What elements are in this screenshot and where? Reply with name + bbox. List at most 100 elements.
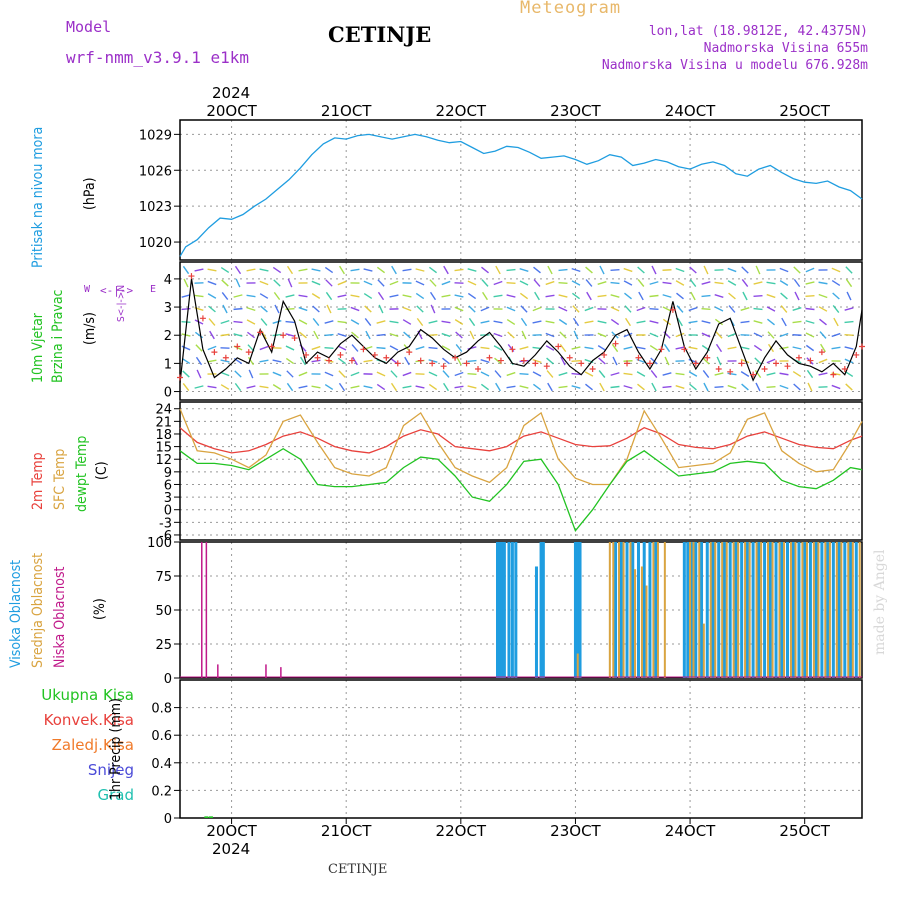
wind-gust-mark: [211, 349, 218, 356]
cloud-high-bar: [498, 542, 502, 678]
wind-barb: [766, 306, 776, 312]
wind-gust-mark: [773, 360, 780, 367]
wind-barb: [313, 330, 319, 340]
y-tick-label: 6: [164, 478, 172, 493]
wind-barb: [755, 265, 761, 275]
wind-barb: [753, 294, 763, 298]
wind-barb: [766, 281, 776, 285]
wind-barb: [519, 292, 529, 300]
wind-gust-mark: [635, 354, 642, 361]
wind-barb: [753, 320, 763, 324]
wind-barb: [506, 294, 516, 298]
wind-barb: [649, 332, 659, 338]
wind-barb: [482, 291, 488, 301]
cloud-high-bar: [507, 542, 511, 678]
cloud-mid-bar: [689, 542, 692, 678]
cloud-high-bar: [717, 542, 721, 678]
cloud-high-bar: [631, 542, 635, 678]
y-tick-label: 0: [164, 504, 172, 519]
wind-barb: [690, 291, 696, 301]
cloud-low-bar: [280, 667, 282, 678]
panel-frame-precip: [179, 679, 863, 819]
wind-gust-mark: [245, 349, 252, 356]
wind-gust-mark: [280, 332, 287, 339]
wind-barb: [754, 369, 762, 379]
wind-barb: [532, 358, 542, 364]
wind-barb: [688, 371, 698, 377]
wind-barb: [207, 345, 217, 351]
wind-barb: [209, 330, 215, 340]
page-title: CETINJE: [328, 22, 432, 47]
wind-barb: [599, 382, 605, 392]
wind-barb: [806, 369, 814, 379]
cloud-mid-bar: [640, 566, 643, 678]
wind-barb: [428, 333, 438, 337]
wind-barb: [311, 359, 321, 363]
wind-barb: [781, 317, 787, 327]
wind-barb: [754, 357, 762, 365]
wind-barb: [207, 268, 217, 272]
wind-barb: [558, 281, 568, 285]
temp-dewpt-line: [179, 447, 863, 532]
wind-barb: [637, 279, 645, 287]
wind-barb: [247, 356, 255, 366]
wind-barb: [377, 279, 385, 287]
wind-barb: [454, 294, 464, 298]
wind-barb: [831, 280, 841, 286]
wind-barb: [779, 332, 789, 338]
wind-barb: [389, 294, 399, 298]
wind-barb: [248, 369, 254, 379]
wind-barb: [844, 346, 854, 350]
wind-barb: [312, 318, 320, 326]
cloud-high-bar: [808, 542, 812, 678]
cloud-high-bar: [694, 542, 698, 678]
wind-barb: [467, 280, 477, 286]
wind-barb: [208, 305, 216, 313]
wind-barb: [714, 281, 724, 285]
coords-label: lon,lat (18.9812E, 42.4375N): [648, 24, 868, 39]
wind-gust-mark: [337, 351, 344, 358]
wind-barb: [846, 291, 852, 301]
wind-gust-mark: [612, 340, 619, 347]
cloud-mid-bar: [612, 542, 615, 678]
wind-barb: [480, 359, 490, 363]
wind-barb: [415, 268, 425, 272]
wind-barb: [363, 359, 373, 363]
wind-barb: [715, 343, 723, 353]
wind-barb: [403, 331, 411, 339]
wind-barb: [195, 344, 203, 352]
wind-barb: [234, 382, 242, 392]
wind-barb: [285, 357, 295, 365]
wind-barb: [716, 356, 722, 366]
cloud-mid-bar: [692, 542, 695, 678]
wind-barb: [389, 280, 399, 286]
wind-barb: [365, 330, 371, 340]
wind-barb: [350, 294, 360, 298]
y-tick-label: 100: [147, 536, 172, 551]
cloud-mid-bar: [618, 542, 621, 678]
cloud-high-bar: [843, 542, 847, 678]
y-tick-label: 50: [155, 604, 172, 619]
wind-barb: [441, 280, 451, 286]
wind-barb: [651, 265, 657, 275]
wind-barb: [584, 346, 594, 350]
cloud-mid-bar: [858, 542, 861, 678]
cloud-high-bar: [514, 542, 518, 678]
wind-barb: [845, 383, 853, 391]
wind-barb: [493, 320, 503, 324]
cloud-high-bar: [820, 542, 824, 678]
wind-barb: [727, 346, 737, 350]
wind-barb: [558, 385, 568, 389]
x-tick-label-top: 23OCT: [550, 102, 601, 120]
wind-barb: [494, 370, 502, 378]
compass-w: W: [84, 284, 91, 295]
wind-barb: [351, 344, 359, 352]
wind-barb: [534, 291, 540, 301]
wind-barb: [558, 318, 568, 326]
wind-barb: [521, 330, 527, 340]
model-altitude-label: Nadmorska Visina u modelu 676.928m: [601, 58, 868, 73]
wind-barb: [324, 371, 334, 377]
wind-barb: [740, 320, 750, 324]
wind-barb: [675, 267, 685, 273]
wind-barb: [833, 317, 839, 327]
